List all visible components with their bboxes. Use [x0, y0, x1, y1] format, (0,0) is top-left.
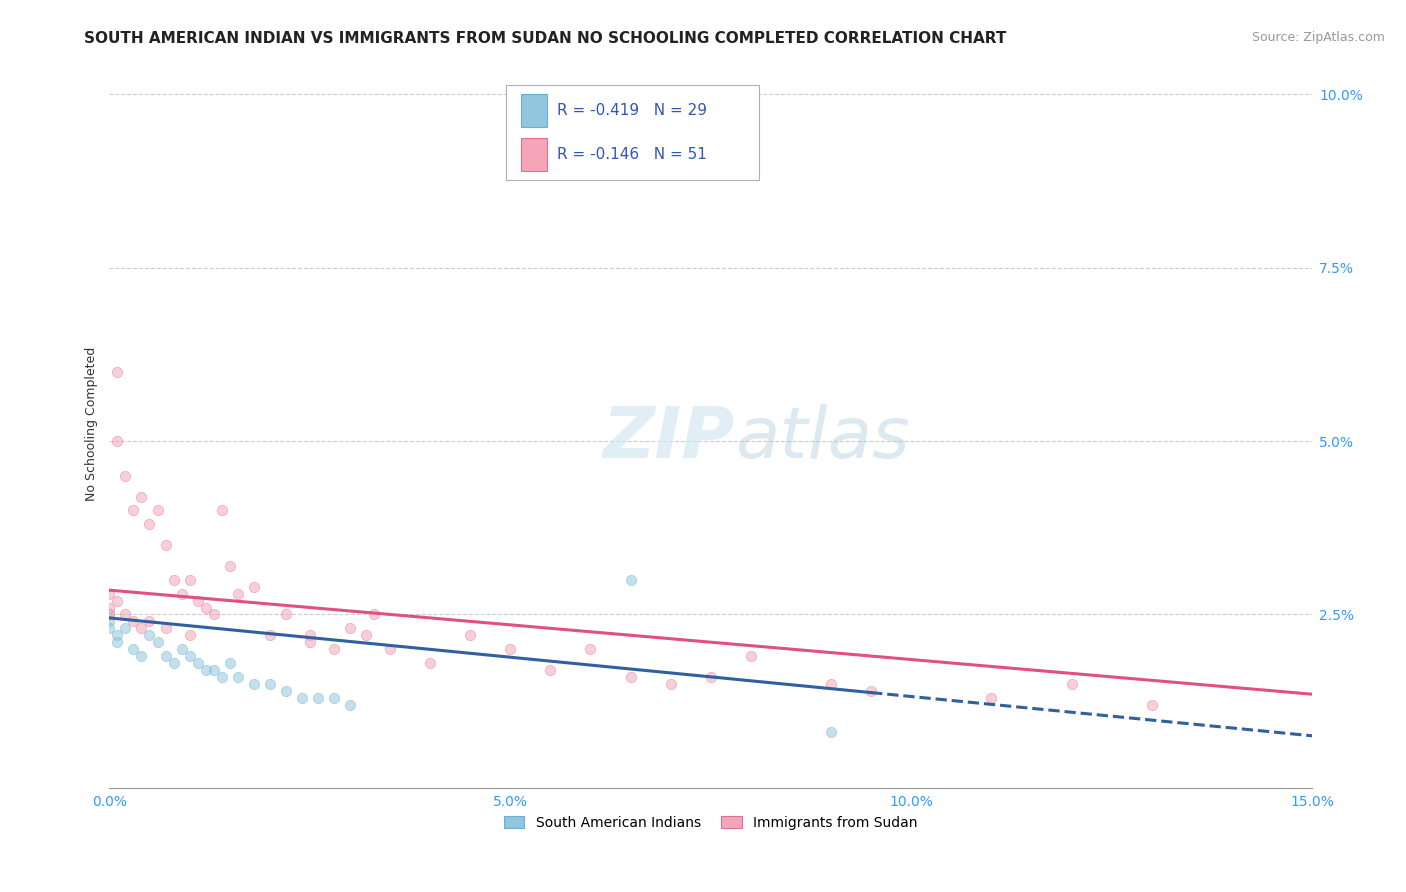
Point: [363, 607, 385, 622]
Point: [187, 593, 209, 607]
Point: [155, 621, 177, 635]
Point: [122, 615, 145, 629]
Point: [179, 573, 201, 587]
Point: [218, 558, 240, 573]
Point: [538, 663, 561, 677]
Point: [378, 642, 401, 657]
Point: [98, 607, 121, 622]
Point: [242, 677, 264, 691]
Point: [980, 690, 1002, 705]
Point: [179, 648, 201, 663]
Point: [700, 670, 723, 684]
Point: [98, 607, 121, 622]
Point: [107, 593, 129, 607]
Point: [226, 670, 249, 684]
Point: [146, 503, 169, 517]
Point: [659, 677, 682, 691]
Point: [202, 607, 225, 622]
Point: [114, 621, 136, 635]
Text: SOUTH AMERICAN INDIAN VS IMMIGRANTS FROM SUDAN NO SCHOOLING COMPLETED CORRELATIO: SOUTH AMERICAN INDIAN VS IMMIGRANTS FROM…: [84, 31, 1007, 46]
Point: [419, 656, 441, 670]
Point: [307, 690, 329, 705]
Point: [339, 621, 361, 635]
Point: [107, 628, 129, 642]
Point: [619, 670, 641, 684]
Point: [242, 580, 264, 594]
Point: [131, 648, 153, 663]
Point: [187, 656, 209, 670]
Point: [354, 628, 377, 642]
Point: [138, 628, 160, 642]
Point: [170, 642, 193, 657]
Point: [820, 725, 842, 739]
Bar: [520, 138, 547, 170]
Point: [98, 587, 121, 601]
Point: [820, 677, 842, 691]
Point: [274, 607, 297, 622]
FancyBboxPatch shape: [506, 85, 759, 180]
Point: [619, 573, 641, 587]
Point: [259, 628, 281, 642]
Point: [162, 573, 184, 587]
Point: [226, 587, 249, 601]
Text: R = -0.146   N = 51: R = -0.146 N = 51: [557, 147, 707, 161]
Text: atlas: atlas: [735, 404, 910, 473]
Point: [1060, 677, 1083, 691]
Point: [122, 642, 145, 657]
Point: [194, 663, 217, 677]
Text: Source: ZipAtlas.com: Source: ZipAtlas.com: [1251, 31, 1385, 45]
Point: [107, 434, 129, 448]
Point: [107, 365, 129, 379]
Point: [1140, 698, 1163, 712]
Point: [291, 690, 314, 705]
Legend: South American Indians, Immigrants from Sudan: South American Indians, Immigrants from …: [498, 811, 924, 836]
Point: [138, 615, 160, 629]
Point: [131, 621, 153, 635]
Point: [322, 690, 344, 705]
Point: [322, 642, 344, 657]
Point: [155, 538, 177, 552]
Point: [499, 642, 522, 657]
Text: ZIP: ZIP: [603, 404, 735, 473]
Point: [107, 635, 129, 649]
Point: [114, 607, 136, 622]
Point: [194, 600, 217, 615]
Point: [202, 663, 225, 677]
Point: [860, 683, 883, 698]
Point: [131, 490, 153, 504]
Point: [146, 635, 169, 649]
Point: [114, 468, 136, 483]
Point: [298, 635, 321, 649]
Bar: [520, 95, 547, 127]
Point: [259, 677, 281, 691]
Point: [179, 628, 201, 642]
Point: [170, 587, 193, 601]
Point: [162, 656, 184, 670]
Point: [155, 648, 177, 663]
Point: [211, 670, 233, 684]
Point: [98, 615, 121, 629]
Text: R = -0.419   N = 29: R = -0.419 N = 29: [557, 103, 707, 118]
Point: [339, 698, 361, 712]
Point: [98, 621, 121, 635]
Point: [211, 503, 233, 517]
Point: [98, 600, 121, 615]
Point: [274, 683, 297, 698]
Point: [218, 656, 240, 670]
Y-axis label: No Schooling Completed: No Schooling Completed: [86, 347, 98, 500]
Point: [740, 648, 762, 663]
Point: [298, 628, 321, 642]
Point: [579, 642, 602, 657]
Point: [138, 517, 160, 532]
Point: [122, 503, 145, 517]
Point: [458, 628, 481, 642]
